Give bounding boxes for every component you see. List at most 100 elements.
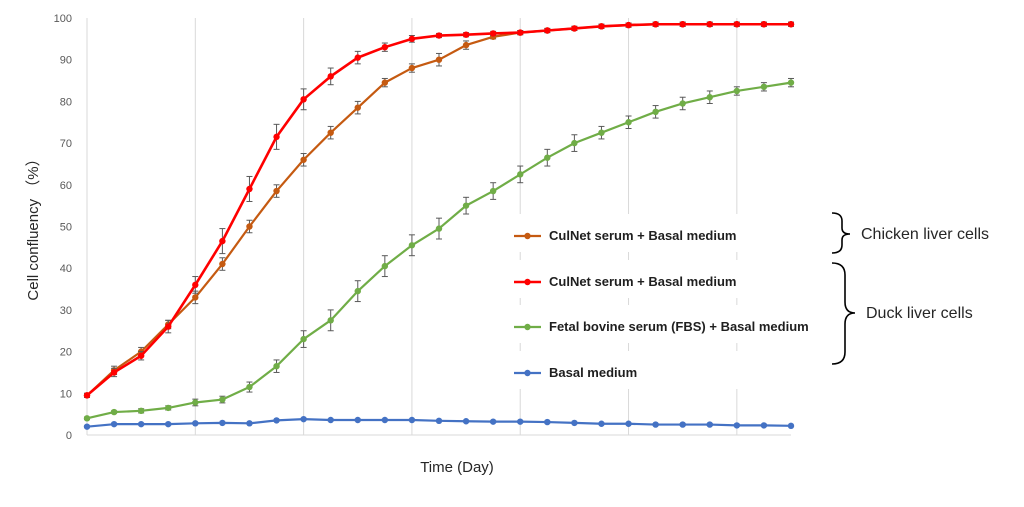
series-2-point-9: [327, 317, 334, 324]
series-3-point-18: [571, 419, 578, 427]
series-0-point-4: [192, 294, 199, 301]
series-2-point-5: [219, 396, 226, 403]
legend-bg-1: [492, 260, 825, 298]
series-3-point-4: [192, 420, 199, 427]
series-3-point-10: [354, 416, 361, 424]
x-axis-title: Time (Day): [420, 459, 494, 476]
chicken-bracket: [831, 212, 851, 254]
series-2-point-13: [435, 225, 443, 232]
series-1-point-6: [246, 185, 253, 193]
legend-bg-3: [492, 351, 825, 389]
series-3-point-21: [652, 421, 659, 428]
y-tick-30: 30: [60, 305, 72, 317]
series-1-point-22: [679, 21, 686, 28]
series-2-point-0: [83, 415, 91, 422]
series-3-point-8: [300, 415, 307, 423]
series-1-point-18: [571, 25, 578, 32]
series-3-point-7: [273, 417, 280, 424]
series-3-point-23: [706, 421, 713, 428]
y-tick-100: 100: [54, 13, 72, 25]
legend-label-0: CulNet serum + Basal medium: [549, 228, 736, 243]
series-2-point-14: [462, 202, 470, 209]
series-2-point-15: [489, 187, 497, 195]
group-brackets: Chicken liver cells Duck liver cells: [831, 212, 989, 365]
y-axis-title: Cell confluency （%）: [25, 151, 42, 300]
y-tick-20: 20: [60, 347, 72, 359]
series-2-point-4: [192, 399, 199, 406]
legend: CulNet serum + Basal medium CulNet serum …: [492, 214, 825, 389]
series-3-point-26: [787, 422, 795, 430]
series-3-point-6: [246, 420, 253, 427]
series-1-point-20: [625, 21, 632, 29]
series-3-point-22: [679, 421, 686, 428]
series-1: [83, 21, 795, 399]
series-3-point-14: [462, 418, 470, 425]
series-3-point-9: [327, 416, 334, 424]
series-3-point-5: [219, 419, 226, 427]
series-3-point-19: [598, 420, 605, 427]
series-1-point-13: [435, 32, 443, 39]
series-1-point-16: [517, 29, 524, 36]
series-2-point-23: [706, 94, 713, 101]
y-tick-0: 0: [66, 430, 72, 442]
series-1-point-17: [544, 27, 551, 34]
series-1-point-4: [192, 281, 199, 289]
series-2-point-17: [544, 154, 551, 161]
series-3-point-17: [544, 418, 551, 426]
series-3-point-13: [435, 417, 443, 425]
series-2-point-7: [273, 362, 280, 370]
series-1-point-8: [300, 96, 307, 103]
series-2-point-18: [571, 139, 578, 147]
series-1-point-12: [408, 35, 416, 43]
series-1-point-14: [462, 31, 470, 38]
series-0-point-8: [300, 156, 307, 163]
y-tick-40: 40: [60, 263, 72, 275]
y-tick-80: 80: [60, 96, 72, 108]
series-3-point-1: [110, 420, 118, 428]
series-1-point-2: [137, 352, 145, 359]
y-tick-50: 50: [60, 222, 72, 234]
series-1-point-19: [598, 23, 605, 30]
series-1-point-9: [327, 73, 334, 80]
series-2-point-8: [300, 335, 307, 343]
series-0-point-5: [219, 260, 226, 268]
series-2-point-20: [625, 119, 632, 126]
series-1-point-24: [733, 21, 741, 28]
series-0-point-6: [246, 223, 253, 230]
series-1-point-3: [165, 323, 172, 330]
series-layer: [83, 21, 795, 430]
series-1-point-10: [354, 54, 361, 61]
series-2: [83, 77, 795, 422]
series-2-point-3: [165, 404, 172, 412]
series-1-point-26: [787, 21, 795, 28]
y-tick-90: 90: [60, 55, 72, 67]
legend-label-2: Fetal bovine serum (FBS) + Basal medium: [549, 319, 809, 334]
series-0-point-9: [327, 129, 334, 136]
series-1-point-25: [760, 21, 768, 28]
y-tick-70: 70: [60, 138, 72, 150]
series-1-point-1: [110, 369, 118, 376]
series-1-point-21: [652, 21, 659, 28]
series-3-point-24: [733, 422, 741, 429]
legend-bg-0: [492, 214, 825, 252]
series-3-point-0: [83, 423, 91, 430]
series-2-point-6: [246, 383, 253, 391]
series-2-point-26: [787, 79, 795, 86]
series-2-point-19: [598, 129, 605, 136]
group-label-chicken: Chicken liver cells: [861, 226, 989, 243]
legend-label-1: CulNet serum + Basal medium: [549, 274, 736, 289]
legend-swatch-dot-1: [524, 278, 531, 286]
series-2-point-11: [381, 262, 389, 270]
series-3-point-20: [625, 420, 632, 427]
y-tick-60: 60: [60, 180, 72, 192]
series-2-point-10: [354, 287, 361, 295]
series-3-point-3: [165, 420, 172, 428]
series-2-point-22: [679, 100, 686, 107]
series-2-point-24: [733, 87, 741, 95]
series-1-point-0: [83, 392, 91, 399]
series-2-point-16: [517, 171, 524, 178]
series-1-point-23: [706, 21, 713, 28]
series-2-point-12: [408, 242, 416, 249]
